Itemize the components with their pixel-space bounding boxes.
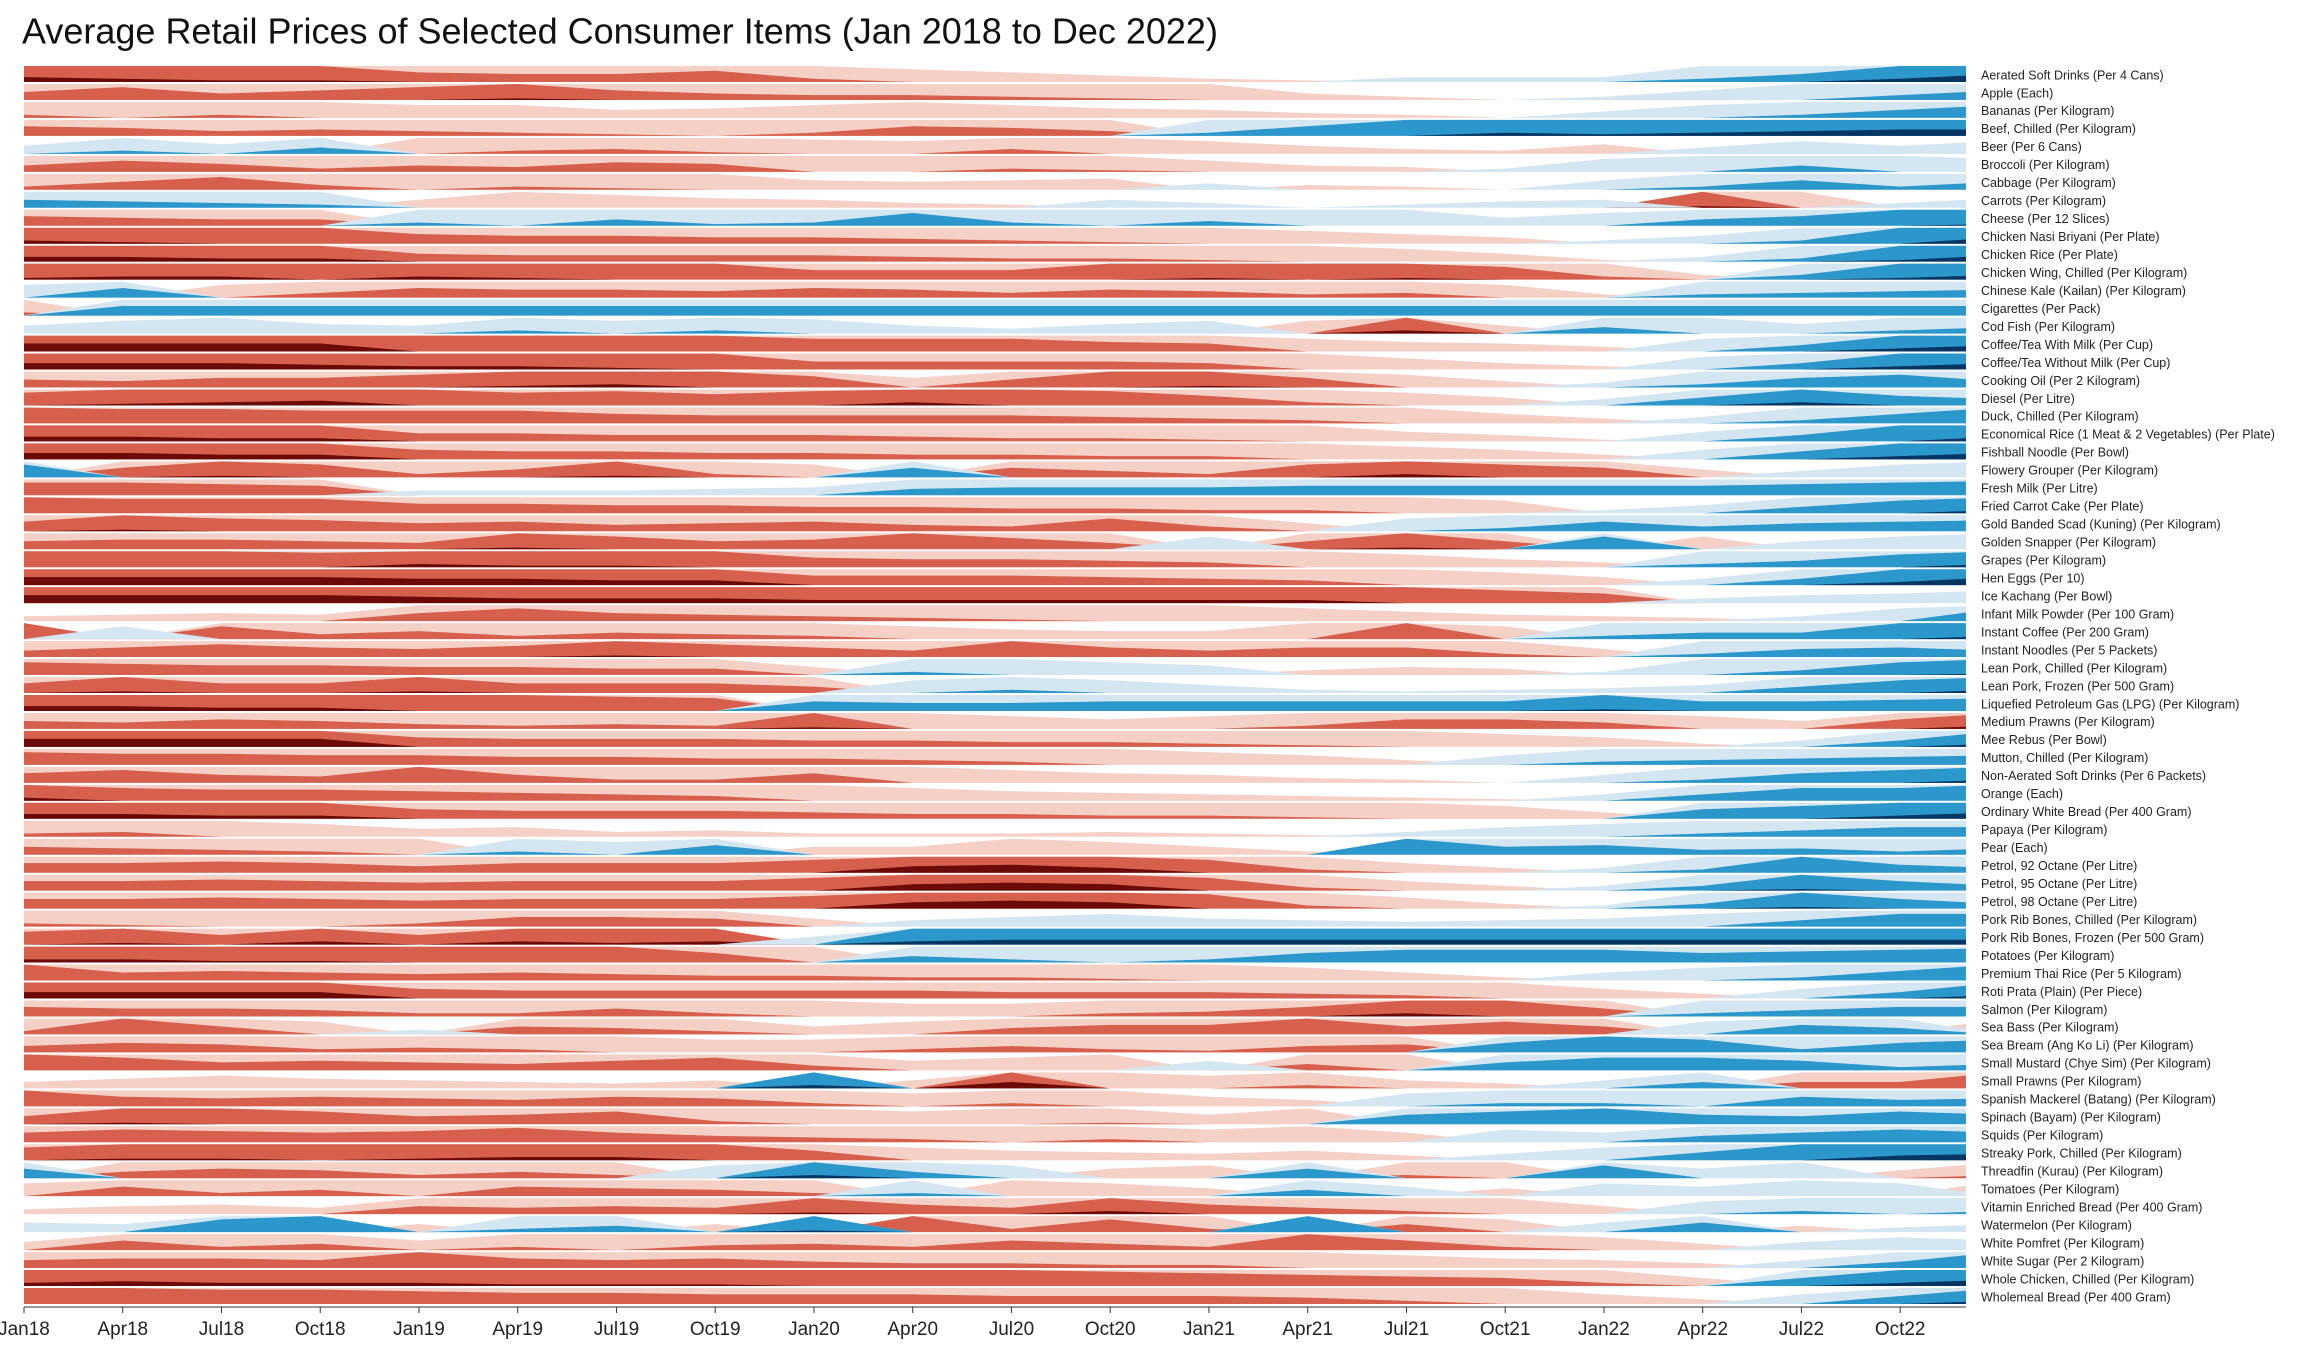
- row-label: Beer (Per 6 Cans): [1981, 140, 2082, 154]
- row-label: Coffee/Tea Without Milk (Per Cup): [1981, 356, 2170, 370]
- row-label: Petrol, 95 Octane (Per Litre): [1981, 877, 2137, 891]
- row-label: Broccoli (Per Kilogram): [1981, 158, 2110, 172]
- row-label: Hen Eggs (Per 10): [1981, 571, 2085, 585]
- row-label: Cooking Oil (Per 2 Kilogram): [1981, 374, 2140, 388]
- row-label: Small Mustard (Chye Sim) (Per Kilogram): [1981, 1057, 2211, 1071]
- x-tick-label: Oct19: [690, 1319, 741, 1340]
- row-label: Pork Rib Bones, Frozen (Per 500 Gram): [1981, 931, 2204, 945]
- row-label: Mutton, Chilled (Per Kilogram): [1981, 751, 2148, 765]
- row-label: Roti Prata (Plain) (Per Piece): [1981, 985, 2142, 999]
- row-label: Squids (Per Kilogram): [1981, 1129, 2103, 1143]
- row-label: Duck, Chilled (Per Kilogram): [1981, 410, 2139, 424]
- row-label: Potatoes (Per Kilogram): [1981, 949, 2114, 963]
- x-tick-label: Jan18: [0, 1319, 50, 1340]
- row-label: Flowery Grouper (Per Kilogram): [1981, 464, 2158, 478]
- row-label: Petrol, 92 Octane (Per Litre): [1981, 859, 2137, 873]
- row-label: White Pomfret (Per Kilogram): [1981, 1236, 2144, 1250]
- row-label: Papaya (Per Kilogram): [1981, 823, 2107, 837]
- row-label: Fresh Milk (Per Litre): [1981, 482, 2098, 496]
- row-label: Liquefied Petroleum Gas (LPG) (Per Kilog…: [1981, 697, 2239, 711]
- x-tick-label: Apr18: [97, 1319, 148, 1340]
- x-tick-label: Jul18: [199, 1319, 244, 1340]
- row-label: Lean Pork, Frozen (Per 500 Gram): [1981, 679, 2174, 693]
- row-label: Small Prawns (Per Kilogram): [1981, 1075, 2141, 1089]
- row-label: Spanish Mackerel (Batang) (Per Kilogram): [1981, 1093, 2216, 1107]
- row-label: Sea Bass (Per Kilogram): [1981, 1021, 2119, 1035]
- x-tick-label: Apr19: [492, 1319, 543, 1340]
- row-label: Cabbage (Per Kilogram): [1981, 176, 2116, 190]
- row-label: Watermelon (Per Kilogram): [1981, 1218, 2132, 1232]
- row-label: Instant Coffee (Per 200 Gram): [1981, 625, 2149, 639]
- row-label: Instant Noodles (Per 5 Packets): [1981, 643, 2157, 657]
- chart-title: Average Retail Prices of Selected Consum…: [22, 11, 1218, 52]
- row-label: Carrots (Per Kilogram): [1981, 194, 2106, 208]
- x-tick-label: Apr21: [1282, 1319, 1333, 1340]
- row-label: Diesel (Per Litre): [1981, 392, 2075, 406]
- row-label: Apple (Each): [1981, 86, 2053, 100]
- x-tick-label: Apr22: [1677, 1319, 1728, 1340]
- row-label: Chicken Rice (Per Plate): [1981, 248, 2118, 262]
- row-label: Pork Rib Bones, Chilled (Per Kilogram): [1981, 913, 2197, 927]
- row-label: Chinese Kale (Kailan) (Per Kilogram): [1981, 284, 2186, 298]
- horizon-band: [24, 306, 1999, 316]
- row-label: Cod Fish (Per Kilogram): [1981, 320, 2115, 334]
- x-tick-label: Apr20: [887, 1319, 938, 1340]
- row-label: Aerated Soft Drinks (Per 4 Cans): [1981, 68, 2164, 82]
- x-tick-label: Jan19: [393, 1319, 445, 1340]
- row-label: Ordinary White Bread (Per 400 Gram): [1981, 805, 2192, 819]
- row-label: Pear (Each): [1981, 841, 2048, 855]
- row-label: Sea Bream (Ang Ko Li) (Per Kilogram): [1981, 1039, 2194, 1053]
- row-label: Coffee/Tea With Milk (Per Cup): [1981, 338, 2153, 352]
- row-label: Petrol, 98 Octane (Per Litre): [1981, 895, 2137, 909]
- row-label: Beef, Chilled (Per Kilogram): [1981, 122, 2136, 136]
- row-label: Medium Prawns (Per Kilogram): [1981, 715, 2155, 729]
- row-label: Fishball Noodle (Per Bowl): [1981, 446, 2129, 460]
- x-tick-label: Jul20: [989, 1319, 1034, 1340]
- row-label: Threadfin (Kurau) (Per Kilogram): [1981, 1165, 2163, 1179]
- row-label: Orange (Each): [1981, 787, 2063, 801]
- row-label: Chicken Wing, Chilled (Per Kilogram): [1981, 266, 2187, 280]
- row-label: Bananas (Per Kilogram): [1981, 104, 2114, 118]
- row-label: Spinach (Bayam) (Per Kilogram): [1981, 1111, 2161, 1125]
- x-tick-label: Jan22: [1578, 1319, 1630, 1340]
- row-label: Chicken Nasi Briyani (Per Plate): [1981, 230, 2160, 244]
- row-label: Ice Kachang (Per Bowl): [1981, 589, 2112, 603]
- plot-area: [24, 66, 1999, 1304]
- x-tick-label: Jul21: [1384, 1319, 1429, 1340]
- row-label: Non-Aerated Soft Drinks (Per 6 Packets): [1981, 769, 2206, 783]
- x-tick-label: Jul19: [594, 1319, 639, 1340]
- x-tick-label: Jan20: [788, 1319, 840, 1340]
- x-tick-label: Jul22: [1779, 1319, 1824, 1340]
- row-label: White Sugar (Per 2 Kilogram): [1981, 1254, 2144, 1268]
- row-label: Gold Banded Scad (Kuning) (Per Kilogram): [1981, 518, 2221, 532]
- row-label: Lean Pork, Chilled (Per Kilogram): [1981, 661, 2167, 675]
- row-label: Economical Rice (1 Meat & 2 Vegetables) …: [1981, 428, 2275, 442]
- row-label: Cheese (Per 12 Slices): [1981, 212, 2110, 226]
- row-label: Streaky Pork, Chilled (Per Kilogram): [1981, 1147, 2182, 1161]
- row-label: Grapes (Per Kilogram): [1981, 553, 2106, 567]
- row-label: Infant Milk Powder (Per 100 Gram): [1981, 607, 2174, 621]
- row-label: Tomatoes (Per Kilogram): [1981, 1182, 2119, 1196]
- row-label: Wholemeal Bread (Per 400 Gram): [1981, 1290, 2171, 1304]
- row-label: Fried Carrot Cake (Per Plate): [1981, 500, 2144, 514]
- row-label: Salmon (Per Kilogram): [1981, 1003, 2107, 1017]
- row-label: Mee Rebus (Per Bowl): [1981, 733, 2107, 747]
- row-label: Premium Thai Rice (Per 5 Kilogram): [1981, 967, 2182, 981]
- row-label: Whole Chicken, Chilled (Per Kilogram): [1981, 1272, 2194, 1286]
- row-label: Golden Snapper (Per Kilogram): [1981, 536, 2156, 550]
- row-label: Vitamin Enriched Bread (Per 400 Gram): [1981, 1200, 2202, 1214]
- x-tick-label: Oct21: [1480, 1319, 1531, 1340]
- row-label: Cigarettes (Per Pack): [1981, 302, 2100, 316]
- x-tick-label: Oct22: [1875, 1319, 1926, 1340]
- x-tick-label: Jan21: [1183, 1319, 1235, 1340]
- x-tick-label: Oct18: [295, 1319, 346, 1340]
- x-tick-label: Oct20: [1085, 1319, 1136, 1340]
